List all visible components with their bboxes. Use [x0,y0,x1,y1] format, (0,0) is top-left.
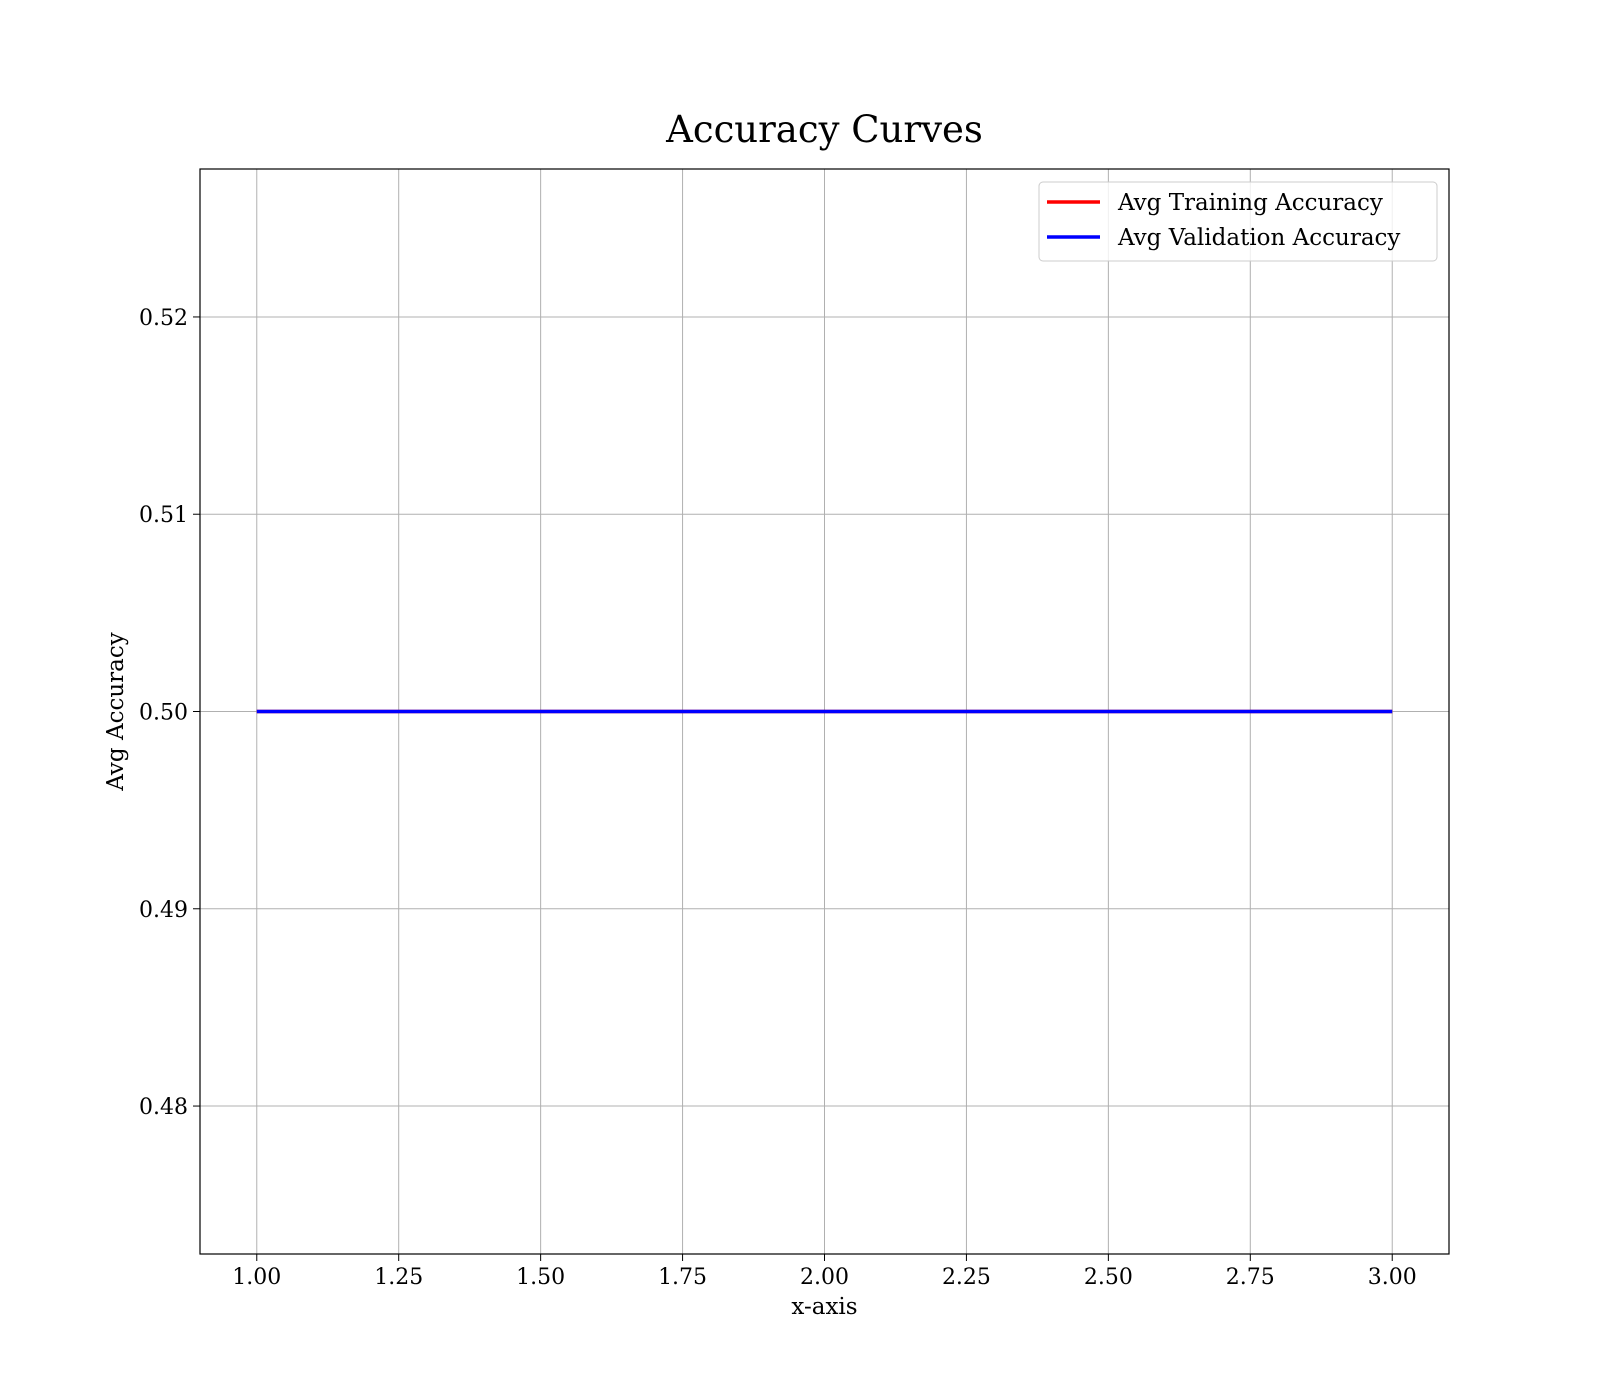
y-axis-label: Avg Accuracy [103,632,129,791]
x-tick-label: 2.75 [1226,1265,1275,1290]
legend-box [1038,181,1438,262]
x-tick-label: 1.75 [658,1265,707,1290]
x-tick-label: 2.00 [800,1265,849,1290]
legend-label-validation: Avg Validation Accuracy [1117,225,1400,251]
x-tick-label: 1.00 [232,1265,281,1290]
x-tick-label: 1.25 [374,1265,423,1290]
x-tick-label: 2.25 [942,1265,991,1290]
legend: Avg Training Accuracy Avg Validation Accu… [1038,181,1438,262]
legend-label-training: Avg Training Accuracy [1117,190,1383,216]
x-axis-label: x-axis [791,1294,857,1320]
x-tick-label: 1.50 [516,1265,565,1290]
y-tick-label: 0.48 [139,1095,188,1120]
y-tick-label: 0.51 [139,503,188,528]
y-tick-label: 0.52 [139,306,188,331]
axis-ticks: 1.00 1.25 1.50 1.75 2.00 2.25 2.50 2.75 3.00 0.48… [139,306,1417,1290]
x-tick-label: 2.50 [1084,1265,1133,1290]
y-tick-label: 0.50 [139,701,188,726]
chart-title: Accuracy Curves [665,108,983,151]
x-tick-label: 3.00 [1368,1265,1417,1290]
y-tick-label: 0.49 [139,898,188,923]
